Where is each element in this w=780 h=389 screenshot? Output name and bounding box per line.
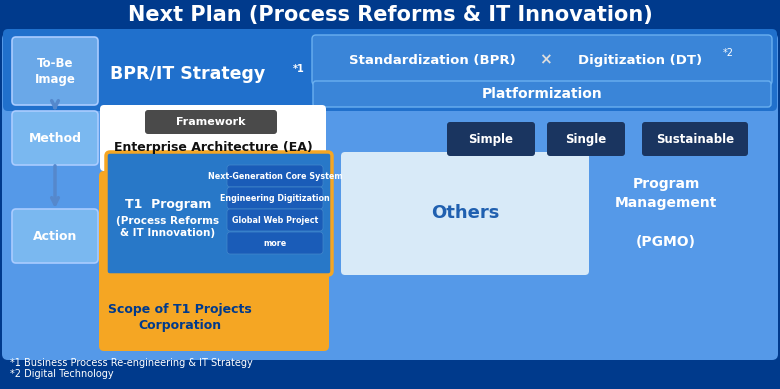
Text: Enterprise Architecture (EA): Enterprise Architecture (EA) [114, 140, 312, 154]
Text: Global Web Project: Global Web Project [232, 216, 318, 224]
Text: Method: Method [29, 131, 81, 144]
FancyBboxPatch shape [2, 33, 778, 360]
Text: T1  Program: T1 Program [125, 198, 211, 210]
FancyBboxPatch shape [227, 187, 323, 209]
FancyBboxPatch shape [145, 110, 277, 134]
Text: Next-Generation Core System: Next-Generation Core System [207, 172, 342, 180]
FancyBboxPatch shape [12, 111, 98, 165]
Text: more: more [264, 238, 286, 247]
FancyBboxPatch shape [313, 81, 771, 107]
Text: Action: Action [33, 230, 77, 242]
Text: Simple: Simple [469, 133, 513, 145]
FancyBboxPatch shape [3, 29, 777, 111]
Text: *2 Digital Technology: *2 Digital Technology [10, 369, 114, 379]
FancyBboxPatch shape [100, 105, 326, 171]
FancyBboxPatch shape [99, 171, 329, 351]
Text: & IT Innovation): & IT Innovation) [120, 228, 215, 238]
FancyBboxPatch shape [447, 122, 535, 156]
Text: BPR/IT Strategy: BPR/IT Strategy [110, 65, 265, 83]
Text: *1 Business Process Re-engineering & IT Strategy: *1 Business Process Re-engineering & IT … [10, 358, 253, 368]
FancyBboxPatch shape [227, 232, 323, 254]
FancyBboxPatch shape [12, 37, 98, 105]
Text: Single: Single [566, 133, 607, 145]
Text: To-Be
Image: To-Be Image [34, 56, 76, 86]
Text: Platformization: Platformization [481, 87, 602, 101]
FancyBboxPatch shape [547, 122, 625, 156]
Text: Next Plan (Process Reforms & IT Innovation): Next Plan (Process Reforms & IT Innovati… [128, 5, 652, 25]
Text: Sustainable: Sustainable [656, 133, 734, 145]
Text: (Process Reforms: (Process Reforms [116, 216, 219, 226]
FancyBboxPatch shape [106, 152, 332, 275]
Text: Standardization (BPR): Standardization (BPR) [349, 54, 516, 67]
FancyBboxPatch shape [312, 35, 772, 85]
FancyBboxPatch shape [642, 122, 748, 156]
Text: Digitization (DT): Digitization (DT) [578, 54, 702, 67]
Text: *2: *2 [722, 48, 733, 58]
FancyBboxPatch shape [227, 209, 323, 231]
Text: ×: × [539, 53, 551, 68]
FancyBboxPatch shape [341, 152, 589, 275]
Text: *1: *1 [293, 64, 305, 74]
Text: Engineering Digitization: Engineering Digitization [220, 193, 330, 203]
Text: Framework: Framework [176, 117, 246, 127]
Text: Program
Management

(PGMO): Program Management (PGMO) [615, 177, 717, 249]
Text: Scope of T1 Projects
Corporation: Scope of T1 Projects Corporation [108, 303, 252, 331]
FancyBboxPatch shape [227, 165, 323, 187]
FancyBboxPatch shape [12, 209, 98, 263]
Text: Others: Others [431, 204, 499, 222]
